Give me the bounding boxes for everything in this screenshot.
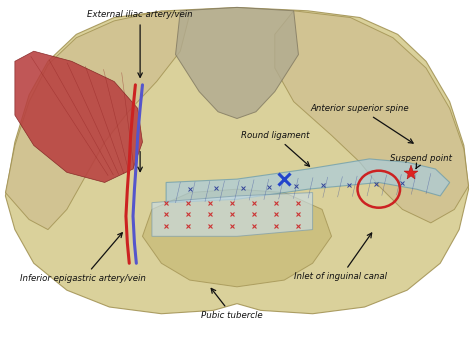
Text: Anterior superior spine: Anterior superior spine xyxy=(310,104,413,143)
Polygon shape xyxy=(143,189,331,287)
Polygon shape xyxy=(5,11,190,230)
Text: Suspend point: Suspend point xyxy=(390,154,452,169)
Text: Inlet of inguinal canal: Inlet of inguinal canal xyxy=(294,233,387,281)
Text: Round ligament: Round ligament xyxy=(241,131,310,166)
Polygon shape xyxy=(275,11,469,223)
Polygon shape xyxy=(5,7,469,314)
Text: Inferior epigastric artery/vein: Inferior epigastric artery/vein xyxy=(20,233,146,283)
Text: Pubic tubercle: Pubic tubercle xyxy=(201,288,263,320)
Polygon shape xyxy=(175,7,299,119)
Polygon shape xyxy=(15,51,143,183)
Polygon shape xyxy=(166,159,450,203)
Text: External iliac artery/vein: External iliac artery/vein xyxy=(87,10,193,77)
Polygon shape xyxy=(152,193,313,236)
